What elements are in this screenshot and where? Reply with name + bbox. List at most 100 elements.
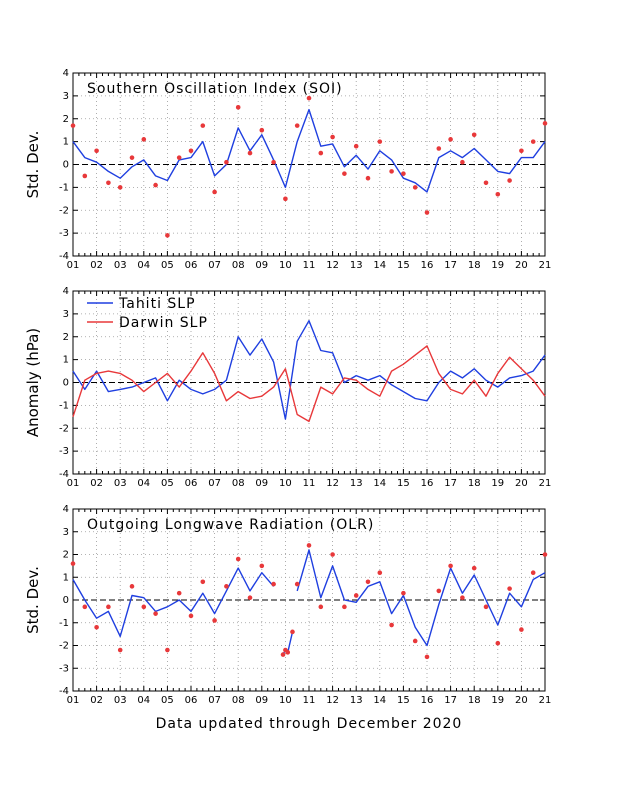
x-tick-label: 05: [161, 695, 174, 706]
x-tick-label: 05: [161, 478, 174, 489]
data-point: [530, 139, 536, 144]
data-point: [424, 654, 430, 660]
data-point: [106, 604, 111, 610]
x-tick-label: 14: [373, 695, 386, 706]
data-point: [259, 563, 265, 569]
y-tick-label: -3: [59, 228, 69, 239]
x-tick-label: 12: [326, 478, 339, 489]
x-tick-label: 04: [137, 260, 150, 271]
data-point: [212, 189, 217, 195]
x-tick-label: 03: [114, 695, 127, 706]
data-point: [495, 640, 501, 646]
x-tick-label: 11: [303, 695, 316, 706]
series-line-1: [72, 320, 546, 420]
data-point: [495, 191, 501, 197]
x-tick-label: 15: [397, 695, 410, 706]
chart-title: Southern Oscillation Index (SOI): [87, 81, 343, 97]
data-point: [342, 604, 347, 610]
data-point: [542, 121, 548, 126]
data-point: [141, 137, 147, 142]
data-point: [318, 150, 324, 156]
x-tick-label: 01: [67, 260, 80, 271]
x-tick-label: 21: [539, 695, 552, 706]
y-tick-label: 2: [63, 332, 69, 343]
y-tick-label: -4: [59, 469, 69, 480]
x-tick-label: 05: [161, 260, 174, 271]
data-point: [294, 581, 300, 587]
chart-panel-3: 01 02 03 04 05 06 07 08 09 10 11 12 13 14 15 16 17 18 19 20…: [24, 504, 551, 706]
data-point: [377, 570, 383, 575]
data-point: [412, 638, 418, 644]
data-point: [176, 590, 182, 596]
x-tick-label: 17: [444, 695, 457, 706]
series-line-1: [72, 549, 546, 647]
y-tick-label: -2: [59, 205, 69, 216]
x-tick-label: 09: [255, 695, 268, 706]
y-tick-label: -4: [59, 686, 69, 697]
data-point: [212, 618, 217, 623]
series-line-1: [72, 108, 546, 193]
data-point: [271, 159, 276, 165]
data-point: [129, 584, 135, 589]
y-tick-label: 3: [63, 309, 69, 320]
x-tick-label: 19: [491, 478, 504, 489]
x-tick-label: 09: [255, 260, 268, 271]
data-point: [153, 611, 158, 616]
data-point: [285, 650, 291, 655]
x-tick-label: 19: [491, 260, 504, 271]
y-tick-label: -2: [59, 641, 69, 652]
y-tick-label: -4: [59, 251, 69, 262]
x-tick-label: 19: [491, 695, 504, 706]
x-tick-label: 17: [444, 478, 457, 489]
data-point: [342, 171, 347, 176]
x-tick-label: 15: [397, 478, 410, 489]
data-point: [224, 584, 229, 589]
x-tick-label: 13: [350, 478, 363, 489]
y-tick-label: 1: [63, 572, 69, 583]
x-tick-label: 06: [185, 260, 198, 271]
data-point: [188, 613, 194, 619]
data-point: [365, 579, 371, 585]
x-tick-label: 13: [350, 695, 363, 706]
data-point: [389, 169, 394, 174]
data-point: [483, 604, 489, 610]
x-tick-label: 04: [137, 478, 150, 489]
y-tick-label: 0: [63, 160, 69, 171]
data-point: [141, 604, 147, 610]
data-point: [200, 579, 206, 585]
x-tick-label: 16: [421, 478, 434, 489]
data-point: [530, 570, 536, 575]
data-point: [94, 625, 99, 630]
x-tick-label: 11: [303, 260, 316, 271]
x-tick-label: 20: [515, 478, 528, 489]
data-point: [224, 159, 229, 165]
y-tick-label: 0: [63, 595, 69, 606]
x-tick-label: 11: [303, 478, 316, 489]
data-point: [448, 563, 453, 569]
x-tick-label: 04: [137, 695, 150, 706]
x-tick-label: 10: [279, 695, 292, 706]
data-point: [94, 148, 99, 154]
x-tick-label: 18: [468, 695, 481, 706]
y-tick-label: 3: [63, 527, 69, 538]
y-axis-label: Anomaly (hPa): [24, 328, 42, 437]
x-tick-label: 08: [232, 695, 245, 706]
data-point: [294, 123, 300, 128]
x-tick-label: 21: [539, 260, 552, 271]
y-axis-label: Std. Dev.: [24, 566, 42, 634]
x-tick-label: 01: [67, 695, 80, 706]
x-tick-label: 18: [468, 478, 481, 489]
y-tick-label: -1: [59, 400, 69, 411]
data-point: [235, 556, 241, 562]
y-tick-label: 2: [63, 114, 69, 125]
data-point: [165, 233, 170, 238]
data-point: [507, 178, 512, 183]
data-point: [519, 148, 524, 154]
data-point: [117, 647, 123, 653]
data-point: [235, 105, 241, 110]
x-tick-label: 08: [232, 478, 245, 489]
y-tick-label: -3: [59, 663, 69, 674]
data-point: [471, 132, 477, 138]
x-tick-label: 02: [90, 478, 103, 489]
